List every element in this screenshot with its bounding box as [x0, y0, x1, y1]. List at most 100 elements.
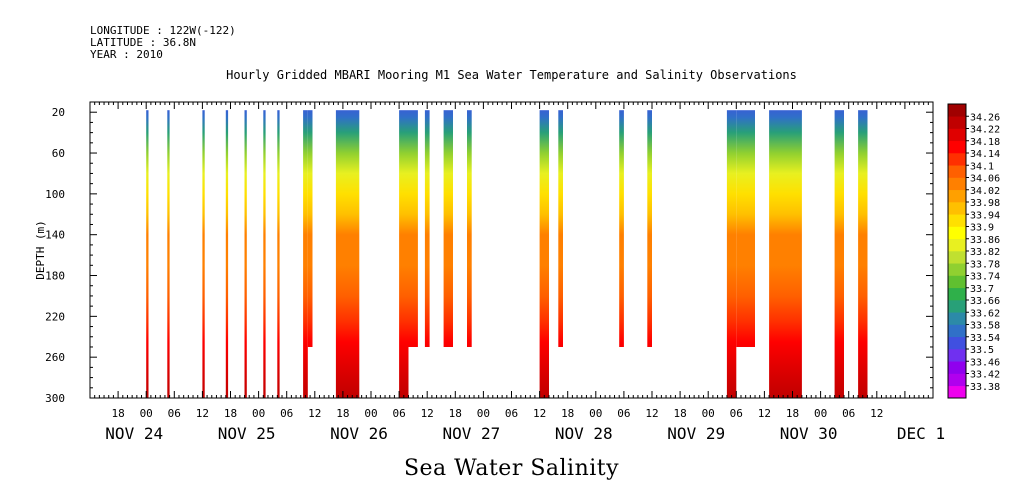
x-tick-label: 12	[870, 407, 883, 420]
colorbar-swatch	[948, 263, 966, 276]
colorbar-swatch	[948, 202, 966, 215]
colorbar-swatch	[948, 336, 966, 350]
colorbar-swatch	[948, 312, 966, 325]
x-tick-label: 00	[140, 407, 153, 420]
colorbar-swatch	[948, 177, 966, 191]
x-tick-label: 18	[561, 407, 574, 420]
x-date-label: NOV 25	[218, 424, 276, 443]
colorbar-label: 33.98	[970, 198, 1000, 209]
x-axis: 18 00 06 12 18 00 06 12 18 00 06 12 18 00 06 12 18 00 06 12…	[89, 102, 945, 443]
colorbar-label: 33.7	[970, 284, 994, 295]
colorbar-swatch	[948, 104, 966, 117]
colorbar-swatch	[948, 349, 966, 362]
observation-block	[647, 110, 652, 347]
x-tick-label: 12	[421, 407, 434, 420]
x-tick-label: 00	[702, 407, 715, 420]
plot-frame	[89, 101, 934, 399]
colorbar-label: 33.78	[970, 259, 1000, 270]
colorbar-swatch	[948, 226, 966, 240]
observation-block	[443, 110, 453, 347]
x-tick-label: 18	[224, 407, 237, 420]
x-tick-label: 12	[308, 407, 321, 420]
x-tick-label: 00	[252, 407, 265, 420]
y-axis: 20 60 100 140 180 220 260 300 DEPTH (m)	[34, 101, 933, 405]
observation-block	[408, 110, 418, 347]
colorbar-label: 33.38	[970, 382, 1000, 393]
colorbar-swatch	[948, 153, 966, 166]
observation-block	[558, 110, 563, 347]
colorbar-swatch	[948, 373, 966, 387]
y-tick-label: 220	[45, 310, 65, 323]
colorbar-label: 34.06	[970, 174, 1000, 185]
observation-block	[303, 110, 308, 398]
observation-block	[167, 110, 170, 398]
observation-block	[225, 110, 229, 398]
colorbar-label: 33.58	[970, 321, 1000, 332]
x-tick-label: 06	[392, 407, 405, 420]
x-tick-label: 06	[280, 407, 293, 420]
x-date-label: NOV 29	[667, 424, 725, 443]
observation-block	[834, 110, 844, 398]
x-tick-label: 06	[168, 407, 181, 420]
x-date-label: NOV 26	[330, 424, 388, 443]
colorbar-label: 33.62	[970, 308, 1000, 319]
colorbar-swatch	[948, 140, 966, 154]
y-tick-label: 60	[52, 147, 65, 160]
colorbar-swatch	[948, 128, 966, 142]
x-tick-label: 00	[814, 407, 827, 420]
colorbar-label: 33.46	[970, 357, 1000, 368]
observation-block	[146, 110, 149, 398]
x-tick-label: 18	[673, 407, 686, 420]
colorbar-swatch	[948, 165, 966, 178]
colorbar-label: 34.22	[970, 125, 1000, 136]
longitude-label: LONGITUDE : 122W(-122)	[90, 24, 236, 37]
observation-block	[399, 110, 409, 398]
x-date-label: DEC 1	[897, 424, 945, 443]
colorbar-swatch	[948, 300, 966, 313]
observation-block	[858, 110, 868, 398]
x-tick-label: 06	[842, 407, 855, 420]
y-tick-label: 20	[52, 106, 65, 119]
colorbar-swatch	[948, 238, 966, 252]
y-tick-label: 180	[45, 270, 65, 283]
x-date-label: NOV 27	[443, 424, 501, 443]
observation-block	[769, 110, 802, 398]
observation-block	[202, 110, 205, 398]
chart-title: Hourly Gridded MBARI Mooring M1 Sea Wate…	[226, 68, 797, 82]
colorbar-label: 33.74	[970, 272, 1000, 283]
x-tick-label: 12	[645, 407, 658, 420]
colorbar-label: 33.82	[970, 247, 1000, 258]
colorbar-swatch	[948, 287, 966, 301]
latitude-label: LATITUDE : 36.8N	[90, 36, 196, 49]
x-tick-label: 06	[730, 407, 743, 420]
y-tick-label: 140	[45, 229, 65, 242]
colorbar-swatch	[948, 251, 966, 264]
colorbar-label: 34.02	[970, 186, 1000, 197]
colorbar-label: 33.66	[970, 296, 1000, 307]
year-label: YEAR : 2010	[90, 48, 163, 61]
observation-block	[619, 110, 624, 347]
y-tick-label: 300	[45, 392, 65, 405]
colorbar-swatch	[948, 189, 966, 203]
observation-block	[726, 110, 737, 398]
x-tick-label: 18	[336, 407, 349, 420]
colorbar-label: 34.1	[970, 161, 994, 172]
colorbar-swatch	[948, 385, 966, 399]
y-tick-label: 100	[45, 188, 65, 201]
observation-block	[335, 110, 360, 398]
colorbar-swatch	[948, 214, 966, 227]
x-tick-label: 12	[533, 407, 546, 420]
x-tick-label: 12	[196, 407, 209, 420]
colorbar-label: 33.9	[970, 223, 994, 234]
observation-blocks	[146, 110, 868, 398]
observation-block	[244, 110, 247, 398]
y-tick-label: 260	[45, 351, 65, 364]
x-tick-label: 18	[786, 407, 799, 420]
colorbar-swatch	[948, 116, 966, 129]
colorbar-label: 33.94	[970, 210, 1000, 221]
x-tick-label: 18	[111, 407, 124, 420]
colorbar-label: 33.86	[970, 235, 1000, 246]
observation-block	[424, 110, 430, 347]
x-tick-label: 06	[505, 407, 518, 420]
